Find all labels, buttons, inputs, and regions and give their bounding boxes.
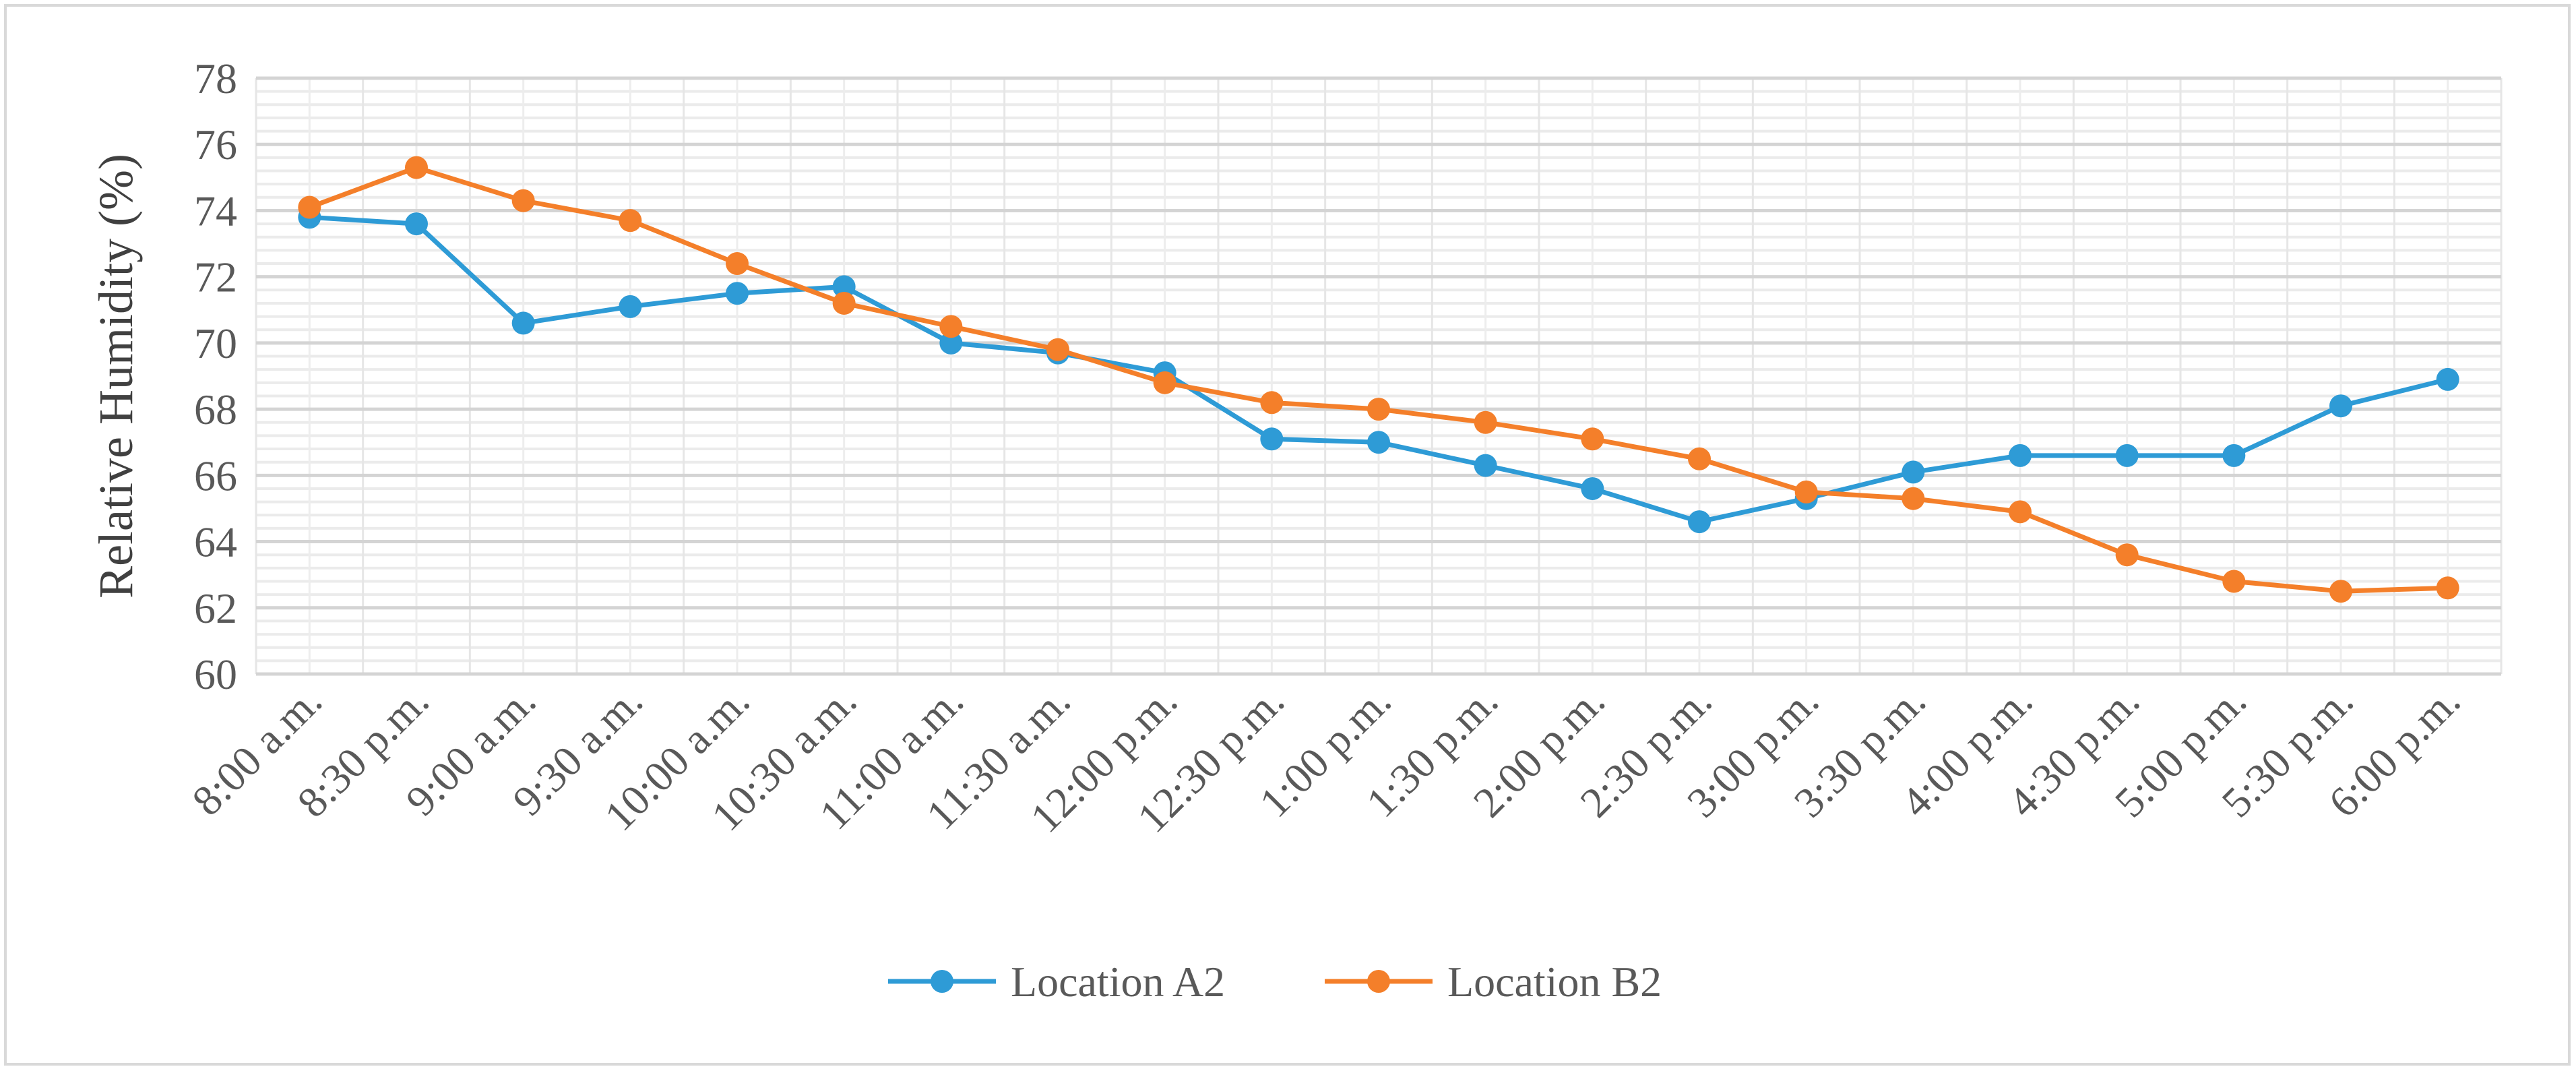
legend-label: Location B2 — [1447, 958, 1662, 1006]
legend: Location A2 Location B2 — [888, 958, 1662, 1006]
data-point — [2115, 543, 2139, 567]
data-point — [1902, 460, 1925, 484]
y-tick-label: 60 — [194, 650, 237, 698]
data-point — [2329, 394, 2352, 418]
series-2 — [298, 156, 2459, 603]
y-tick-label: 70 — [194, 319, 237, 367]
data-point — [1367, 431, 1390, 454]
data-point — [1367, 398, 1390, 421]
data-point — [511, 311, 535, 335]
data-point — [1260, 427, 1284, 451]
data-point — [832, 275, 856, 299]
legend-item: Location B2 — [1325, 958, 1662, 1006]
data-point — [1260, 391, 1284, 415]
data-point — [1474, 454, 1497, 477]
y-tick-label: 66 — [194, 452, 237, 499]
data-point — [2115, 443, 2139, 467]
y-tick-label: 78 — [194, 55, 237, 102]
y-axis-tick-labels: 60 62 64 66 68 70 72 74 76 78 — [194, 55, 237, 698]
legend-label: Location A2 — [1011, 958, 1225, 1006]
y-tick-label: 72 — [194, 253, 237, 301]
data-point — [726, 252, 749, 276]
minor-gridlines — [255, 77, 2503, 675]
y-axis-title: Relative Humidity (%) — [89, 154, 143, 599]
data-point — [298, 195, 321, 219]
data-point — [1688, 510, 1711, 534]
chart-frame — [4, 4, 2571, 1066]
data-point — [1688, 447, 1711, 470]
y-tick-label: 62 — [194, 584, 237, 632]
legend-item: Location A2 — [888, 958, 1225, 1006]
data-point — [726, 282, 749, 305]
x-axis-tick-labels: 8:00 a.m.8:30 p.m.9:00 a.m.9:30 a.m.10:0… — [183, 677, 2469, 842]
data-point — [939, 331, 963, 355]
data-point — [1474, 410, 1497, 434]
data-point — [405, 156, 428, 179]
data-point — [1046, 338, 1069, 361]
data-point — [2436, 367, 2459, 391]
data-point — [511, 189, 535, 212]
data-point — [1581, 427, 1604, 451]
data-point — [2222, 570, 2246, 593]
legend-swatch-marker — [931, 970, 953, 993]
data-point — [2329, 580, 2352, 603]
data-point — [939, 315, 963, 338]
y-tick-label: 64 — [194, 518, 237, 566]
data-point — [1794, 480, 1818, 503]
data-point — [619, 295, 642, 318]
data-point — [2222, 443, 2246, 467]
data-point — [2009, 443, 2032, 467]
y-tick-label: 68 — [194, 386, 237, 433]
data-point — [832, 291, 856, 315]
data-point — [1153, 371, 1176, 394]
data-point — [2436, 576, 2459, 600]
data-point — [619, 209, 642, 233]
y-tick-label: 74 — [194, 187, 237, 235]
y-tick-label: 76 — [194, 121, 237, 169]
legend-swatch-marker — [1367, 970, 1390, 993]
data-point — [2009, 500, 2032, 524]
data-point — [1581, 477, 1604, 500]
series-layer — [298, 156, 2459, 603]
data-point — [1902, 487, 1925, 510]
data-point — [405, 212, 428, 236]
